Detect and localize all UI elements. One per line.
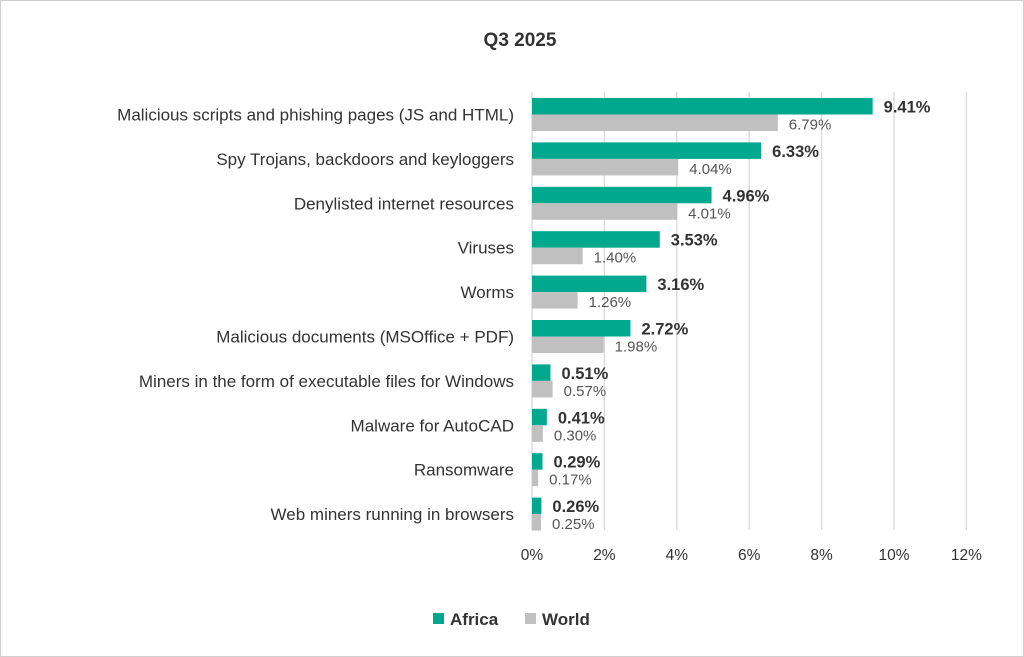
- x-tick-label: 4%: [666, 547, 689, 564]
- bar-world: [532, 514, 542, 531]
- bar-world: [532, 425, 543, 442]
- category-label: Viruses: [458, 239, 514, 258]
- category-label: Web miners running in browsers: [271, 505, 514, 524]
- bar-africa: [532, 497, 542, 515]
- data-label-africa: 2.72%: [641, 321, 688, 339]
- legend-swatch-africa: [433, 613, 444, 624]
- data-label-africa: 3.16%: [657, 276, 704, 294]
- category-label: Malware for AutoCAD: [351, 416, 514, 435]
- data-label-africa: 0.41%: [558, 409, 605, 427]
- bar-world: [532, 203, 678, 220]
- category-label: Malicious documents (MSOffice + PDF): [216, 328, 514, 347]
- bar-africa: [532, 320, 631, 337]
- category-label: Miners in the form of executable files f…: [139, 372, 514, 391]
- chart-title: Q3 2025: [484, 30, 557, 51]
- data-label-world: 0.17%: [549, 472, 592, 489]
- bars: [532, 98, 873, 531]
- data-label-world: 6.79%: [789, 117, 832, 134]
- bar-world: [532, 292, 578, 309]
- legend-label-africa: Africa: [450, 610, 499, 629]
- data-label-africa: 0.51%: [561, 365, 608, 383]
- bar-africa: [532, 231, 660, 248]
- data-label-world: 0.57%: [564, 383, 607, 400]
- data-label-africa: 9.41%: [884, 99, 931, 117]
- x-tick-label: 10%: [878, 547, 909, 564]
- bar-world: [532, 158, 679, 176]
- category-label: Ransomware: [414, 461, 514, 480]
- data-label-world: 0.25%: [552, 516, 595, 533]
- bar-africa: [532, 98, 873, 115]
- data-label-africa: 6.33%: [772, 143, 819, 161]
- category-label: Worms: [460, 283, 514, 302]
- data-labels: 9.41% 6.79% 6.33% 4.04% 4.96%4.01% 3.53% 1.40%…: [549, 99, 931, 534]
- x-tick-label: 12%: [951, 547, 982, 564]
- bar-world: [532, 469, 539, 487]
- x-tick-label: 6%: [738, 547, 761, 564]
- data-label-africa: 0.29%: [553, 454, 600, 472]
- x-axis-ticks: 0% 2% 4% 6% 8% 10% 12%: [521, 547, 982, 564]
- legend-label-world: World: [542, 610, 590, 629]
- legend-swatch-world: [525, 613, 536, 624]
- data-label-world: 0.30%: [554, 427, 597, 444]
- bar-world: [532, 247, 583, 265]
- bar-africa: [532, 275, 647, 293]
- bar-world: [532, 114, 778, 131]
- category-label: Denylisted internet resources: [294, 194, 514, 213]
- bar-africa: [532, 453, 543, 470]
- bar-africa: [532, 364, 551, 381]
- bar-africa: [532, 186, 712, 204]
- bar-world: [532, 336, 604, 353]
- data-label-world: 1.26%: [589, 294, 632, 311]
- x-tick-label: 8%: [810, 547, 833, 564]
- data-label-africa: 3.53%: [671, 232, 718, 250]
- x-tick-label: 2%: [593, 547, 616, 564]
- bar-africa: [532, 142, 762, 159]
- bar-africa: [532, 408, 547, 426]
- category-label: Malicious scripts and phishing pages (JS…: [117, 106, 514, 125]
- data-label-africa: 0.26%: [552, 498, 599, 516]
- x-tick-label: 0%: [521, 547, 544, 564]
- category-label: Spy Trojans, backdoors and keyloggers: [216, 150, 514, 169]
- data-label-world: 4.01%: [688, 205, 731, 222]
- bar-world: [532, 380, 553, 398]
- data-label-world: 1.40%: [594, 250, 637, 267]
- legend: Africa World: [433, 610, 590, 629]
- data-label-world: 4.04%: [689, 161, 732, 178]
- data-label-africa: 4.96%: [723, 187, 770, 205]
- category-labels: Malicious scripts and phishing pages (JS…: [117, 106, 514, 525]
- data-label-world: 1.98%: [615, 339, 658, 356]
